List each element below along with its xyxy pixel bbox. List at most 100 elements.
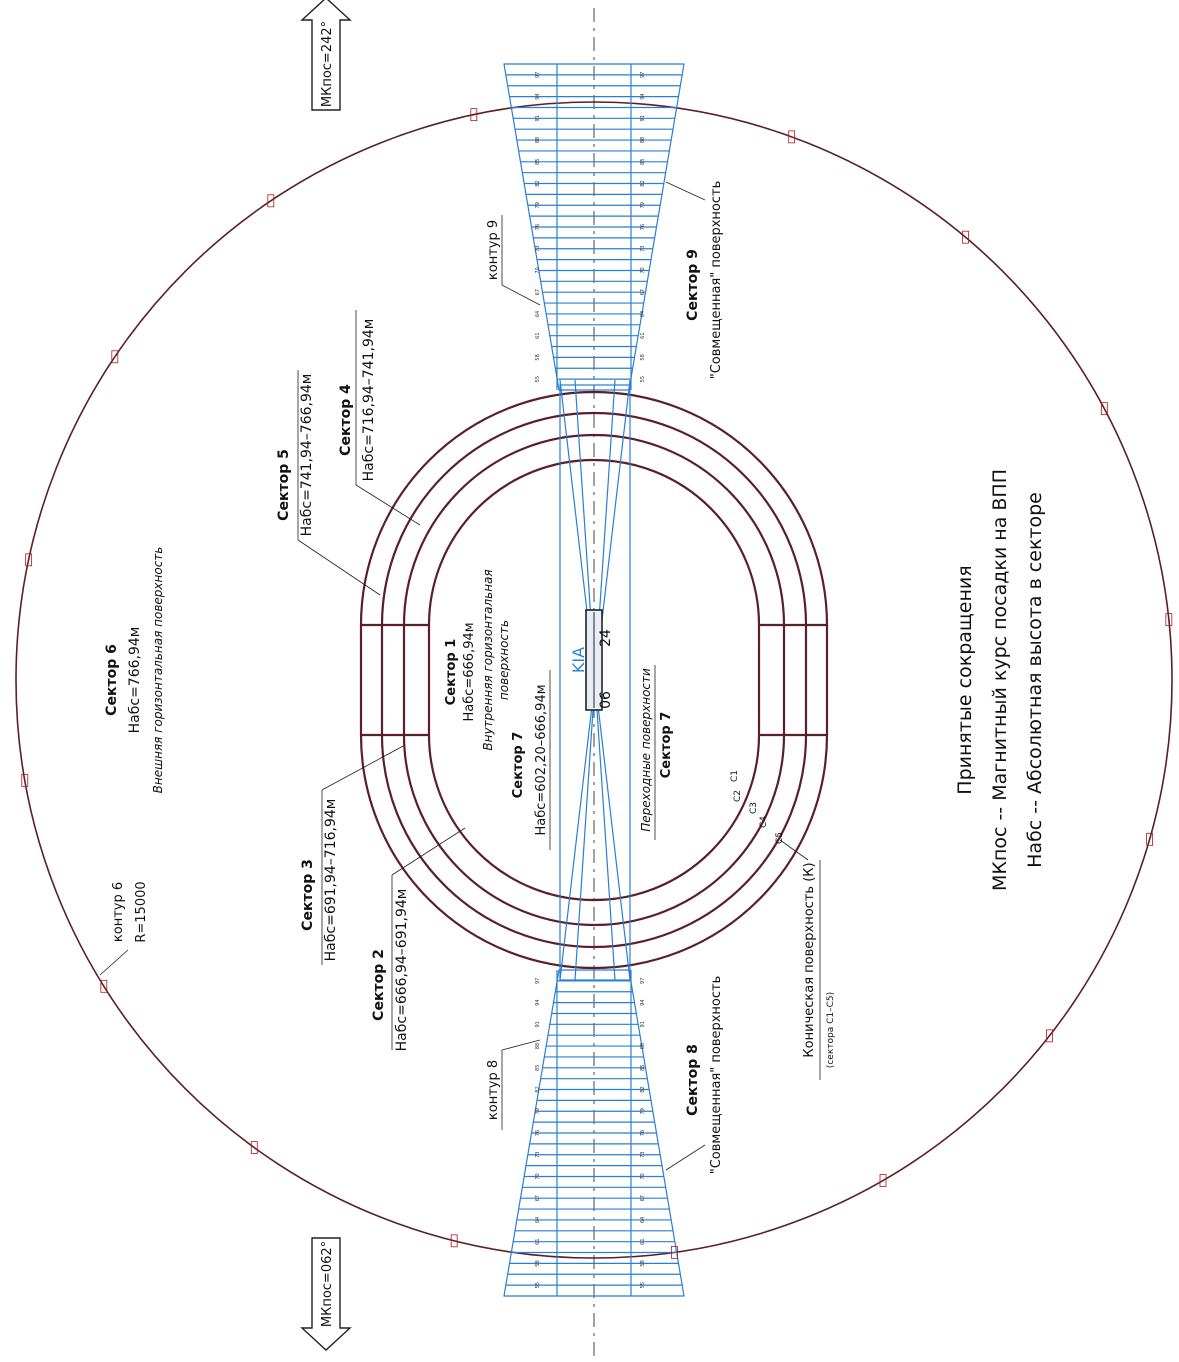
sector-9-desc: "Совмещенная" поверхность bbox=[709, 181, 724, 380]
approach-bottom-cell-1-1: 58 bbox=[640, 1260, 646, 1266]
approach-top-cell-6-0: 79 bbox=[535, 202, 541, 208]
approach-top-cell-11-0: 64 bbox=[535, 311, 541, 317]
sector-5-height: Набс=741,94–766,94м bbox=[299, 374, 315, 537]
approach-top-cell-5-1: 82 bbox=[640, 180, 646, 186]
approach-top-cell-12-1: 61 bbox=[640, 332, 646, 338]
approach-bottom-cell-5-1: 70 bbox=[640, 1173, 646, 1179]
labels: МКпос=242° МКпос=062° Сектор 6 Набс=766,… bbox=[100, 0, 1046, 1350]
approach-top-cell-10-0: 67 bbox=[535, 289, 541, 295]
approach-top-cell-13-1: 58 bbox=[640, 354, 646, 360]
approach-top-cell-4-0: 85 bbox=[535, 159, 541, 165]
approach-top-cell-3-0: 88 bbox=[535, 137, 541, 143]
approach-top-cell-14-1: 55 bbox=[640, 376, 646, 382]
legend-line-2: Набс -- Абсолютная высота в секторе bbox=[1024, 492, 1046, 868]
heading-bottom-label: МКпос=062° bbox=[320, 1241, 335, 1327]
approach-bottom-cell-0-0: 55 bbox=[535, 1282, 541, 1288]
contour-6-radius: R=15000 bbox=[134, 881, 149, 942]
approach-top-cell-7-1: 76 bbox=[640, 224, 646, 230]
conical-mark-c1: С1 bbox=[730, 770, 740, 782]
approach-top-cell-4-1: 85 bbox=[640, 159, 646, 165]
approach-bottom-cell-13-1: 94 bbox=[640, 999, 646, 1005]
approach-bottom-cell-6-1: 73 bbox=[640, 1152, 646, 1158]
conical-mark-c5: С5 bbox=[775, 832, 785, 844]
heading-top-label: МКпос=242° bbox=[320, 21, 335, 107]
approach-top-cell-14-0: 55 bbox=[535, 376, 541, 382]
approach-bottom-cell-3-0: 64 bbox=[535, 1217, 541, 1223]
approach-top-cell-2-0: 91 bbox=[535, 115, 541, 121]
approach-top-cell-11-1: 64 bbox=[640, 311, 646, 317]
sector-6-height: Набс=766,94м bbox=[127, 627, 143, 734]
sector-7-title-right: Сектор 7 bbox=[659, 712, 674, 779]
contour-9-label: контур 9 bbox=[486, 220, 501, 280]
sector-7-title-left: Сектор 7 bbox=[511, 732, 526, 799]
approach-top-cell-8-0: 73 bbox=[535, 246, 541, 252]
sector-1-desc-b: поверхность bbox=[497, 620, 511, 700]
conical-sub: (сектора С1–С5) bbox=[826, 992, 836, 1068]
approach-bottom-cell-9-1: 82 bbox=[640, 1086, 646, 1092]
sector-1-desc-a: Внутренняя горизонтальная bbox=[481, 569, 495, 750]
approach-top-cell-5-0: 82 bbox=[535, 180, 541, 186]
approach-bottom-cell-10-1: 85 bbox=[640, 1065, 646, 1071]
conical-mark-c4: С4 bbox=[759, 816, 769, 828]
heading-arrow-top: МКпос=242° bbox=[302, 0, 350, 110]
sector-2-title: Сектор 2 bbox=[371, 949, 387, 1021]
approach-top-cell-0-1: 97 bbox=[640, 72, 646, 78]
approach-bottom-cell-14-0: 97 bbox=[535, 978, 541, 984]
conical-label: Коническая поверхность (К) bbox=[802, 862, 817, 1057]
approach-bottom-cell-7-1: 76 bbox=[640, 1130, 646, 1136]
legend-line-1: МКпос -- Магнитный курс посадки на ВПП bbox=[989, 469, 1011, 891]
approach-bottom-cell-1-0: 58 bbox=[535, 1260, 541, 1266]
conical-mark-c2: С2 bbox=[733, 790, 743, 802]
sector-8-desc: "Совмещенная" поверхность bbox=[709, 976, 724, 1175]
approach-bottom-cell-4-1: 67 bbox=[640, 1195, 646, 1201]
approach-top-cell-12-0: 61 bbox=[535, 332, 541, 338]
approach-top-cell-2-1: 91 bbox=[640, 115, 646, 121]
heading-arrow-bottom: МКпос=062° bbox=[302, 1238, 350, 1350]
sector-3-height: Набс=691,94–716,94м bbox=[323, 799, 339, 962]
approach-bottom-cell-2-1: 61 bbox=[640, 1238, 646, 1244]
approach-bottom-cell-4-0: 67 bbox=[535, 1195, 541, 1201]
approach-top-cell-9-1: 70 bbox=[640, 267, 646, 273]
sector-4-height: Набс=716,94–741,94м bbox=[361, 319, 377, 482]
contour-8-label: контур 8 bbox=[486, 1060, 501, 1120]
approach-bottom-cell-12-0: 91 bbox=[535, 1021, 541, 1027]
approach-bottom-cell-12-1: 91 bbox=[640, 1021, 646, 1027]
sector-1-title: Сектор 1 bbox=[444, 639, 459, 706]
approach-bottom-cell-14-1: 97 bbox=[640, 978, 646, 984]
sector-2-height: Набс=666,94–691,94м bbox=[394, 889, 410, 1052]
sector-6-desc: Внешняя горизонтальная поверхность bbox=[151, 547, 165, 794]
approach-top-cell-13-0: 58 bbox=[535, 354, 541, 360]
approach-top-cell-3-1: 88 bbox=[640, 137, 646, 143]
approach-top-cell-1-0: 94 bbox=[535, 93, 541, 99]
contour-6-leader bbox=[100, 950, 128, 975]
approach-top-cell-10-1: 67 bbox=[640, 289, 646, 295]
sector-7-desc: Переходные поверхности bbox=[639, 668, 653, 832]
sector-8-leader bbox=[666, 1145, 705, 1170]
approach-bottom-cell-5-0: 70 bbox=[535, 1173, 541, 1179]
sector-7-height: Набс=602,20–666,94м bbox=[534, 684, 549, 835]
approach-top-cell-8-1: 73 bbox=[640, 246, 646, 252]
approach-bottom-cell-7-0: 76 bbox=[535, 1130, 541, 1136]
approach-bottom-cell-11-0: 88 bbox=[535, 1043, 541, 1049]
approach-top-cell-6-1: 79 bbox=[640, 202, 646, 208]
approach-bottom-cell-6-0: 73 bbox=[535, 1152, 541, 1158]
legend-title: Принятые сокращения bbox=[954, 565, 976, 794]
contour-6-label: контур 6 bbox=[111, 882, 126, 942]
approach-bottom-cell-0-1: 55 bbox=[640, 1282, 646, 1288]
runway-end-06: 06 bbox=[598, 691, 614, 709]
sector-9-leader bbox=[666, 182, 705, 200]
approach-bottom-cell-3-1: 64 bbox=[640, 1217, 646, 1223]
runway-end-24: 24 bbox=[598, 629, 614, 647]
sector-9-title: Сектор 9 bbox=[685, 249, 701, 321]
approach-bottom-cell-8-0: 79 bbox=[535, 1108, 541, 1114]
sector-6-title: Сектор 6 bbox=[104, 644, 120, 716]
approach-surface-top: 97 97 94 94 91 91 88 88 85 85 82 82 79 79 76 76 73 73 70 70… bbox=[504, 64, 684, 390]
approach-bottom-cell-8-1: 79 bbox=[640, 1108, 646, 1114]
approach-top-cell-1-1: 94 bbox=[640, 93, 646, 99]
sector-3-leader bbox=[322, 745, 405, 790]
approach-bottom-cell-13-0: 94 bbox=[535, 999, 541, 1005]
sector-4-leader bbox=[356, 485, 420, 525]
sector-5-title: Сектор 5 bbox=[276, 449, 292, 521]
sector-4-title: Сектор 4 bbox=[338, 384, 354, 456]
